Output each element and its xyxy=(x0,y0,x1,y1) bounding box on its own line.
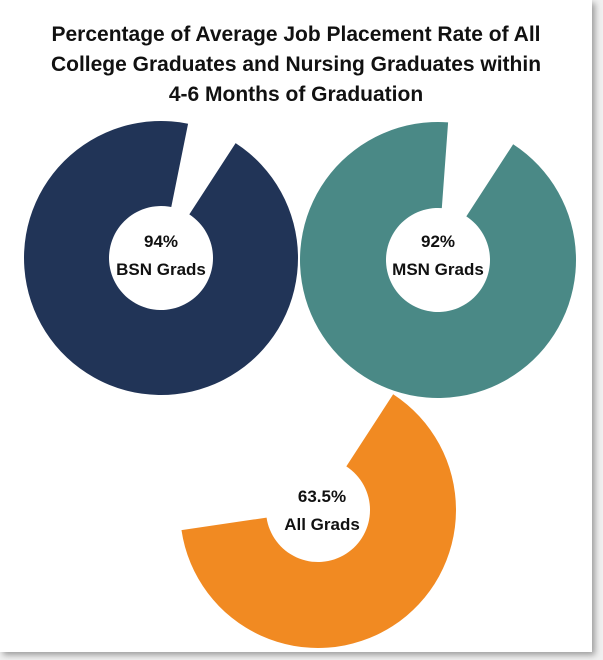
chart-title-line-3: 4-6 Months of Graduation xyxy=(168,83,424,106)
donut-bsn-arc xyxy=(24,120,299,395)
chart-title: Percentage of Average Job Placement Rate… xyxy=(0,20,592,110)
donut-bsn-value: 94% xyxy=(144,232,178,251)
chart-title-line-1: Percentage of Average Job Placement Rate… xyxy=(51,23,541,46)
donut-msn-category: MSN Grads xyxy=(392,260,484,279)
donut-all: 63.5% All Grads xyxy=(181,394,456,648)
donut-charts: 94% BSN Grads 92% MSN Grads 63.5% All Gr… xyxy=(24,120,577,648)
infographic-card: Percentage of Average Job Placement Rate… xyxy=(0,0,592,652)
donut-bsn: 94% BSN Grads xyxy=(24,120,299,395)
donut-all-category: All Grads xyxy=(284,515,360,534)
donut-all-arc xyxy=(181,394,456,648)
donut-msn-value: 92% xyxy=(421,232,455,251)
donut-all-value: 63.5% xyxy=(298,487,346,506)
donut-msn: 92% MSN Grads xyxy=(300,121,577,398)
chart-title-line-2: College Graduates and Nursing Graduates … xyxy=(50,53,542,76)
donut-msn-arc xyxy=(300,121,577,398)
donut-bsn-category: BSN Grads xyxy=(116,260,206,279)
